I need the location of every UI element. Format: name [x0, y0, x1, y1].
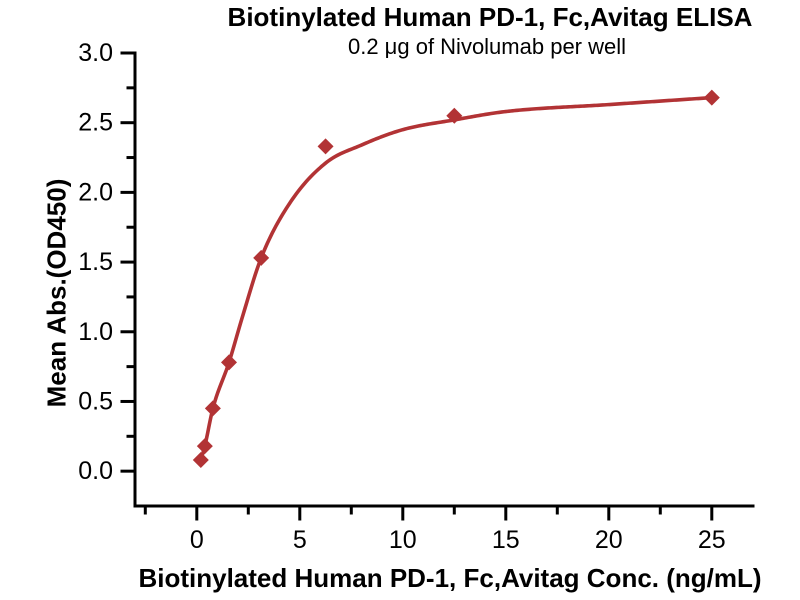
data-point-marker	[196, 438, 213, 455]
y-tick-label: 0.0	[78, 457, 113, 485]
x-tick-label: 5	[293, 526, 307, 554]
data-point-marker	[703, 89, 720, 106]
x-tick-label: 20	[595, 526, 623, 554]
x-tick-label: 10	[389, 526, 417, 554]
data-points	[192, 89, 720, 469]
data-point-marker	[192, 452, 209, 469]
data-point-marker	[446, 107, 463, 124]
fit-curve	[199, 95, 714, 462]
data-point-marker	[253, 249, 270, 266]
y-tick-label: 2.5	[78, 109, 113, 137]
x-axis: 0 5 10 15 20 25	[133, 504, 755, 554]
y-tick-label: 2.0	[78, 178, 113, 206]
x-tick-label: 15	[492, 526, 520, 554]
y-tick-label: 1.5	[78, 248, 113, 276]
x-tick-label: 25	[698, 526, 726, 554]
x-axis-title: Biotinylated Human PD-1, Fc,Avitag Conc.…	[138, 563, 762, 593]
y-tick-label: 3.0	[78, 39, 113, 67]
x-tick-label: 0	[190, 526, 204, 554]
y-axis: 0.0 0.5 1.0 1.5 2.0 2.5 3.0	[78, 39, 137, 508]
y-tick-label: 1.0	[78, 318, 113, 346]
data-point-marker	[204, 400, 221, 417]
data-point-marker	[220, 354, 237, 371]
chart-subtitle: 0.2 μg of Nivolumab per well	[347, 34, 627, 59]
chart-title: Biotinylated Human PD-1, Fc,Avitag ELISA	[227, 2, 753, 32]
y-tick-label: 0.5	[78, 387, 113, 415]
data-point-marker	[317, 138, 334, 155]
